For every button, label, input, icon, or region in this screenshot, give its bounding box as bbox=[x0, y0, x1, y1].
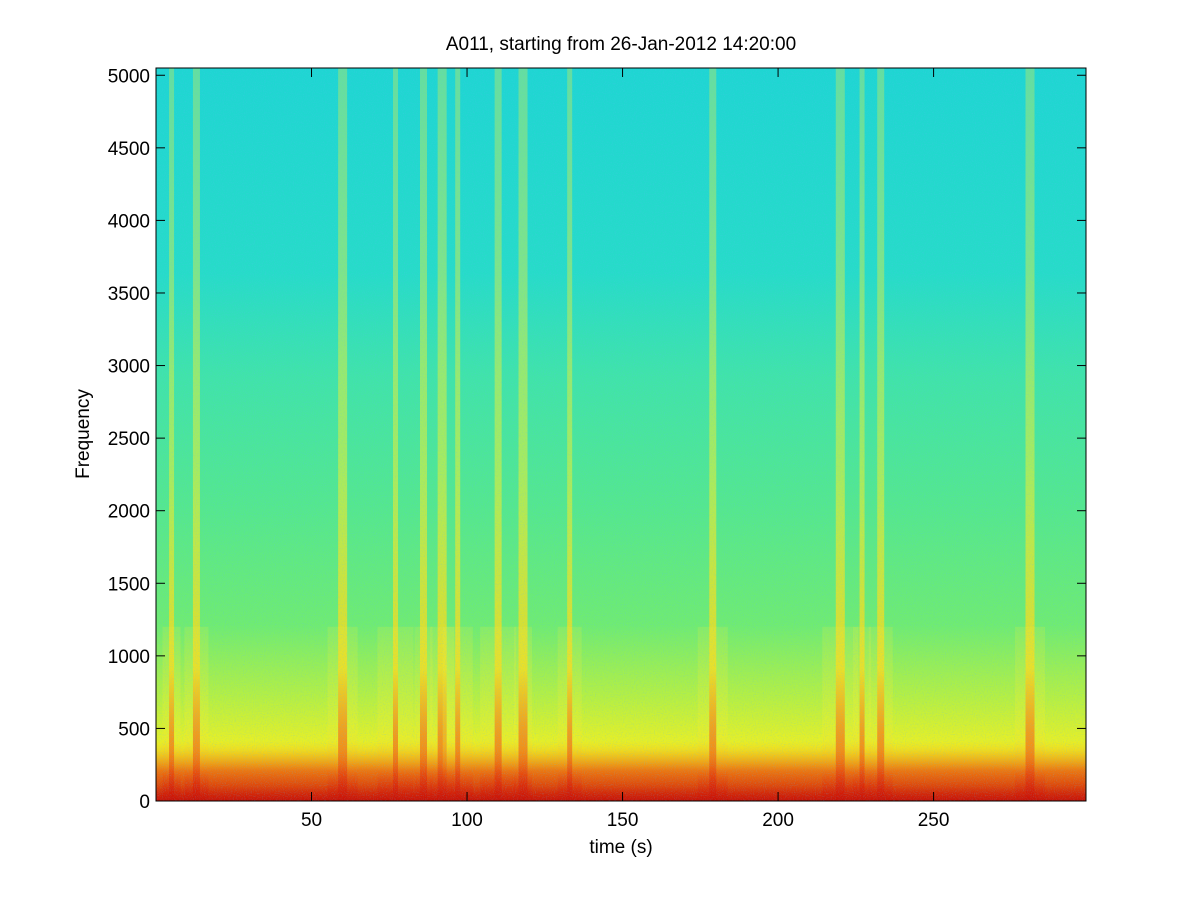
y-tick-label: 1500 bbox=[108, 574, 150, 595]
x-axis-label: time (s) bbox=[589, 837, 652, 858]
axes-frame bbox=[155, 67, 1087, 802]
y-tick-label: 1000 bbox=[108, 647, 150, 668]
y-tick-label: 5000 bbox=[108, 66, 150, 87]
y-axis: 0 500 1000 1500 2000 2500 3000 3500 4000 4500 5000 bbox=[108, 66, 1086, 813]
chart-title: A011, starting from 26-Jan-2012 14:20:00 bbox=[446, 34, 796, 55]
y-tick-label: 4500 bbox=[108, 139, 150, 160]
y-tick-label: 2000 bbox=[108, 502, 150, 523]
x-axis: 50 100 150 200 250 bbox=[301, 68, 949, 831]
x-tick-label: 250 bbox=[918, 810, 950, 831]
x-tick-label: 150 bbox=[607, 810, 639, 831]
y-axis-label: Frequency bbox=[73, 389, 94, 479]
noise-texture bbox=[156, 68, 1086, 801]
y-tick-label: 0 bbox=[139, 792, 150, 813]
y-tick-label: 3500 bbox=[108, 284, 150, 305]
x-tick-label: 200 bbox=[762, 810, 794, 831]
y-tick-label: 500 bbox=[118, 719, 150, 740]
plot-area bbox=[156, 68, 1086, 801]
y-tick-label: 2500 bbox=[108, 429, 150, 450]
y-tick-label: 3000 bbox=[108, 357, 150, 378]
x-tick-label: 50 bbox=[301, 810, 322, 831]
y-tick-label: 4000 bbox=[108, 211, 150, 232]
x-tick-label: 100 bbox=[451, 810, 483, 831]
